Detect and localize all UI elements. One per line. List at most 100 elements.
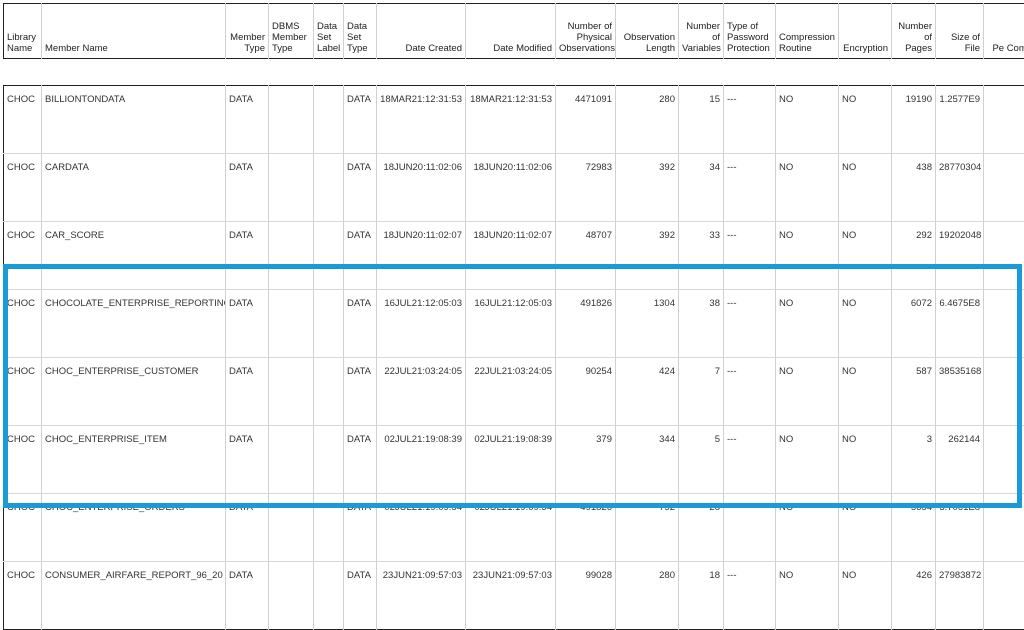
- table-cell: 438: [892, 154, 936, 222]
- column-header[interactable]: DBMS Member Type: [269, 4, 314, 59]
- table-cell: DATA: [344, 154, 377, 222]
- table-cell: CHOC: [4, 86, 42, 154]
- column-header[interactable]: Observation Length: [616, 4, 679, 59]
- table-cell: 7: [679, 358, 724, 426]
- table-cell: ---: [724, 426, 776, 494]
- table-cell: [314, 290, 344, 358]
- table-cell: NO: [776, 426, 839, 494]
- table-cell: 587: [892, 358, 936, 426]
- table-cell: 18JUN20:11:02:07: [377, 222, 466, 290]
- table-cell: DATA: [226, 494, 269, 562]
- table-cell: NO: [776, 358, 839, 426]
- table-cell: [984, 154, 1024, 222]
- column-header[interactable]: Size of File: [936, 4, 984, 59]
- table-cell: 48707: [556, 222, 616, 290]
- table-cell: NO: [839, 290, 892, 358]
- table-cell: ---: [724, 358, 776, 426]
- table-cell: 424: [616, 358, 679, 426]
- table-cell: [984, 426, 1024, 494]
- column-header[interactable]: Member Name: [42, 4, 226, 59]
- table-cell: [269, 290, 314, 358]
- table-cell: [314, 358, 344, 426]
- table-cell: DATA: [344, 358, 377, 426]
- column-header[interactable]: Number of Variables: [679, 4, 724, 59]
- table-cell: 344: [616, 426, 679, 494]
- table-cell: 33: [679, 222, 724, 290]
- table-cell: [984, 494, 1024, 562]
- table-cell: NO: [839, 426, 892, 494]
- table-cell: CAR_SCORE: [42, 222, 226, 290]
- table-cell: CHOC_ENTERPRISE_ORDERS: [42, 494, 226, 562]
- table-cell: CHOC_ENTERPRISE_ITEM: [42, 426, 226, 494]
- table-cell: 4471091: [556, 86, 616, 154]
- table-cell: NO: [839, 86, 892, 154]
- table-cell: DATA: [226, 290, 269, 358]
- column-header[interactable]: Pe Compre: [984, 4, 1024, 59]
- column-header[interactable]: Member Type: [226, 4, 269, 59]
- table-cell: ---: [724, 86, 776, 154]
- column-header[interactable]: Type of Password Protection: [724, 4, 776, 59]
- table-cell: DATA: [344, 86, 377, 154]
- table-cell: [269, 222, 314, 290]
- table-cell: NO: [776, 86, 839, 154]
- column-header[interactable]: Data Set Label: [314, 4, 344, 59]
- table-cell: ---: [724, 222, 776, 290]
- column-header[interactable]: Date Modified: [466, 4, 556, 59]
- table-cell: 34: [679, 154, 724, 222]
- table-cell: DATA: [226, 154, 269, 222]
- table-cell: 3: [892, 426, 936, 494]
- table-cell: CHOC: [4, 154, 42, 222]
- table-cell: NO: [776, 290, 839, 358]
- table-cell: DATA: [226, 426, 269, 494]
- column-header[interactable]: Number of Pages: [892, 4, 936, 59]
- table-cell: 02JUL21:19:08:39: [466, 426, 556, 494]
- table-cell: 292: [892, 222, 936, 290]
- table-cell: NO: [839, 154, 892, 222]
- column-header[interactable]: Library Name: [4, 4, 42, 59]
- table-cell: [984, 86, 1024, 154]
- table-cell: 6072: [892, 290, 936, 358]
- column-header[interactable]: Date Created: [377, 4, 466, 59]
- table-cell: 491826: [556, 290, 616, 358]
- table-cell: 72983: [556, 154, 616, 222]
- column-header[interactable]: Number of Physical Observations: [556, 4, 616, 59]
- table-cell: [269, 426, 314, 494]
- table-cell: 18JUN20:11:02:06: [466, 154, 556, 222]
- table-cell: 379: [556, 426, 616, 494]
- table-cell: 90254: [556, 358, 616, 426]
- table-cell: 1304: [616, 290, 679, 358]
- table-cell: [314, 154, 344, 222]
- table-cell: [314, 222, 344, 290]
- table-cell: NO: [776, 222, 839, 290]
- table-cell: 15: [679, 86, 724, 154]
- table-cell: 16JUL21:12:05:03: [466, 290, 556, 358]
- table-cell: ---: [724, 494, 776, 562]
- table-cell: [984, 358, 1024, 426]
- table-cell: 262144: [936, 426, 984, 494]
- table-cell: BILLIONTONDATA: [42, 86, 226, 154]
- column-header[interactable]: Encryption: [839, 4, 892, 59]
- table-cell: ---: [724, 290, 776, 358]
- table-cell: NO: [776, 154, 839, 222]
- table-cell: 16JUL21:12:05:03: [377, 290, 466, 358]
- table-cell: DATA: [226, 358, 269, 426]
- column-header[interactable]: Compression Routine: [776, 4, 839, 59]
- table-cell: 392: [616, 222, 679, 290]
- table-cell: CHOC_ENTERPRISE_CUSTOMER: [42, 358, 226, 426]
- table-cell: [984, 222, 1024, 290]
- table-cell: 5654: [892, 494, 936, 562]
- table-cell: 28: [679, 494, 724, 562]
- table-cell: DATA: [226, 222, 269, 290]
- column-header[interactable]: Data Set Type: [344, 4, 377, 59]
- table-cell: 3.7061E8: [936, 494, 984, 562]
- table-cell: DATA: [344, 494, 377, 562]
- table-cell: 491826: [556, 494, 616, 562]
